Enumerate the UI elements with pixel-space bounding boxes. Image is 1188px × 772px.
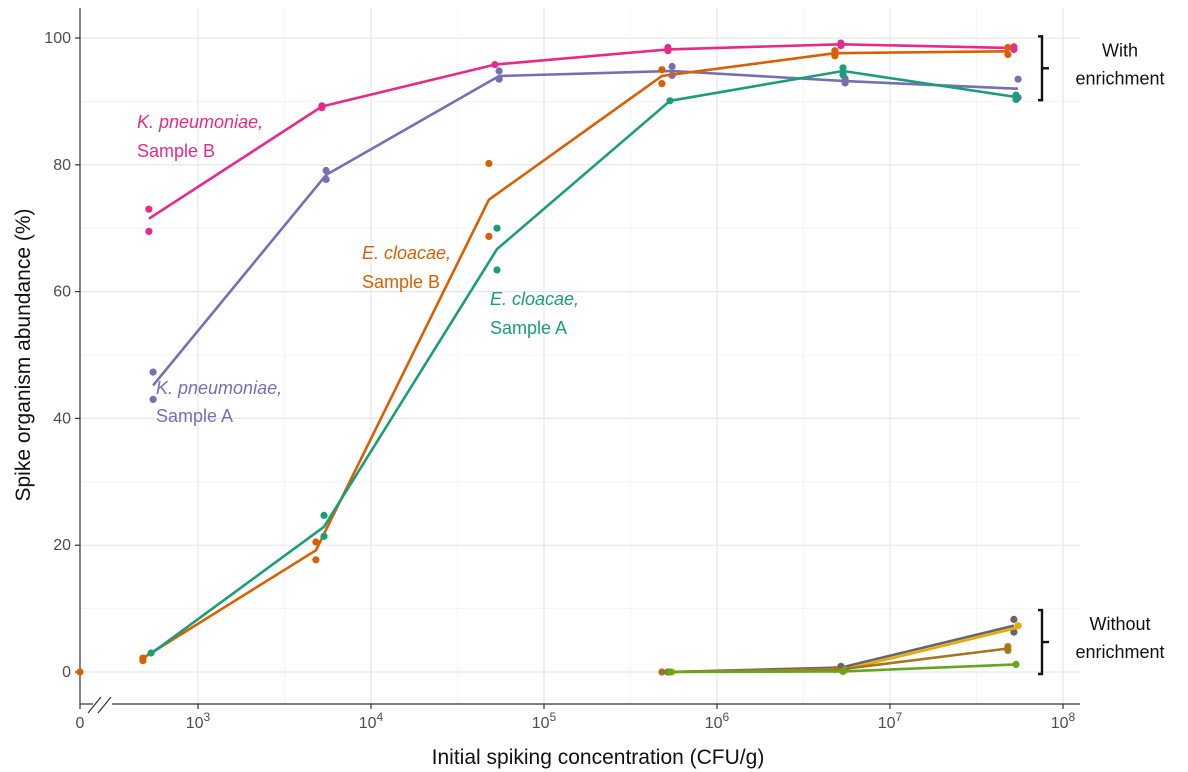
y-tick-label: 0 <box>62 664 71 681</box>
data-point <box>312 556 320 564</box>
data-point <box>318 102 326 110</box>
data-point <box>658 66 666 74</box>
y-tick-label: 80 <box>53 157 71 174</box>
data-point <box>839 71 847 79</box>
group-bracket <box>1038 35 1044 102</box>
data-point <box>839 64 847 72</box>
data-point <box>322 166 330 175</box>
series-layer <box>76 39 1022 676</box>
series-label-sample: Sample A <box>156 406 233 426</box>
data-point <box>839 667 847 676</box>
series-2 <box>76 43 1012 676</box>
group-brackets: With enrichment Without enrichment <box>1038 35 1165 676</box>
series-label-sample: Sample A <box>490 318 567 338</box>
series-label-sample: Sample B <box>362 272 440 292</box>
y-tick-label: 40 <box>53 410 71 427</box>
series-label-sample: Sample B <box>137 141 215 161</box>
y-tick-label: 20 <box>53 537 71 554</box>
data-point <box>1010 615 1018 624</box>
data-point <box>322 175 330 183</box>
group-label: enrichment <box>1075 68 1164 88</box>
data-point <box>837 42 845 50</box>
series-line <box>142 50 1008 660</box>
x-tick-label: 107 <box>878 710 903 732</box>
y-tick-label: 60 <box>53 284 71 301</box>
series-3 <box>147 64 1020 657</box>
series-label-species: K. pneumoniae, <box>137 112 263 132</box>
data-point <box>658 80 666 88</box>
series-7 <box>666 660 1020 676</box>
data-point <box>1012 95 1020 104</box>
data-point <box>485 159 493 168</box>
series-line <box>152 69 1019 387</box>
data-point <box>491 61 499 69</box>
data-point <box>493 266 501 274</box>
data-point <box>495 75 503 83</box>
data-point <box>666 97 674 105</box>
x-tick-label: 108 <box>1051 710 1076 732</box>
data-point <box>1004 50 1012 59</box>
data-point <box>658 668 666 676</box>
data-point <box>1010 45 1018 54</box>
data-point <box>139 657 147 665</box>
data-point <box>320 511 328 519</box>
data-point <box>668 62 676 71</box>
axes: 0 20 40 60 80 100 0 103 104 105 106 107 108 <box>44 8 1080 732</box>
group-label: enrichment <box>1075 642 1164 662</box>
data-point <box>145 227 153 235</box>
data-point <box>312 538 320 546</box>
data-point <box>1014 75 1022 83</box>
data-point <box>149 395 157 403</box>
series-line <box>148 43 1014 220</box>
axis-break-mark <box>97 696 112 714</box>
data-point <box>145 205 153 213</box>
data-point <box>320 532 328 540</box>
group-bracket <box>1038 608 1044 676</box>
x-tick-label: 104 <box>359 710 384 732</box>
data-point <box>841 79 849 87</box>
group-label: Without <box>1089 614 1150 634</box>
x-tick-label: 105 <box>532 710 557 732</box>
data-point <box>147 649 155 657</box>
data-point <box>485 232 493 240</box>
x-tick-label: 106 <box>705 710 730 732</box>
data-point <box>149 368 157 376</box>
data-point <box>1004 43 1012 52</box>
data-point <box>831 52 839 60</box>
y-tick-label: 100 <box>44 30 71 47</box>
data-point <box>664 43 672 52</box>
data-point <box>1014 622 1022 630</box>
series-label-species: E. cloacae, <box>362 243 451 263</box>
data-point <box>831 47 839 55</box>
x-tick-label: 0 <box>76 715 85 732</box>
x-tick-label: 103 <box>186 710 211 732</box>
x-axis-title: Initial spiking concentration (CFU/g) <box>432 746 765 769</box>
data-point <box>1012 660 1020 669</box>
series-label-species: E. cloacae, <box>490 289 579 309</box>
y-axis-title: Spike organism abundance (%) <box>12 209 35 502</box>
axis-break-mark <box>87 696 102 714</box>
series-line <box>150 69 1017 655</box>
data-point <box>495 67 503 75</box>
series-labels: K. pneumoniae, Sample B K. pneumoniae, Samp… <box>137 112 579 426</box>
group-label: With <box>1102 40 1138 60</box>
data-point <box>666 668 674 676</box>
series-1 <box>149 62 1022 403</box>
data-point <box>1004 646 1012 655</box>
data-point <box>76 668 84 676</box>
data-point <box>493 224 501 232</box>
series-label-species: K. pneumoniae, <box>156 378 282 398</box>
grid <box>80 8 1080 704</box>
series-0 <box>145 39 1018 235</box>
